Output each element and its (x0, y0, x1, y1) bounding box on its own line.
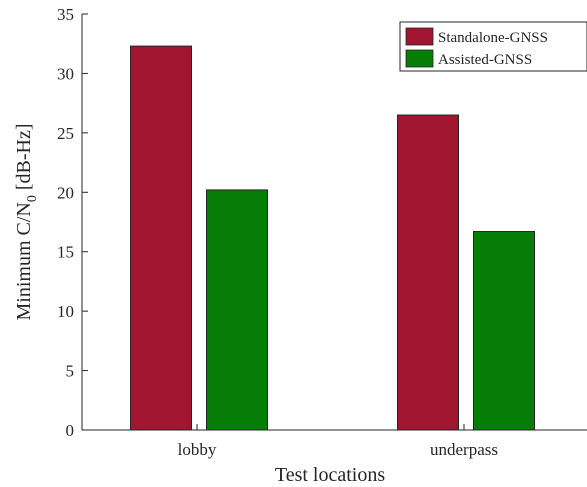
legend-swatch-assisted (405, 49, 434, 68)
y-tick-label: 35 (57, 5, 74, 24)
y-tick-label: 25 (57, 124, 74, 143)
y-tick-label: 5 (66, 362, 75, 381)
bar-underpass-standalone (397, 114, 459, 431)
y-axis-title-subscript: 0 (25, 195, 40, 202)
y-ticks: 0 5 10 15 20 25 30 35 (57, 5, 88, 440)
legend: Standalone-GNSS Assisted-GNSS (399, 21, 587, 72)
bar-lobby-assisted (206, 189, 268, 431)
y-axis-title: Minimum C/N0 [dB-Hz] (13, 124, 40, 321)
bars (130, 45, 535, 431)
legend-label-assisted: Assisted-GNSS (438, 52, 532, 68)
x-ticks: lobby underpass (178, 424, 498, 459)
y-tick-label: 0 (66, 421, 75, 440)
x-axis-title: Test locations (275, 464, 385, 486)
legend-label-standalone: Standalone-GNSS (438, 30, 548, 46)
bar-lobby-standalone (130, 45, 192, 431)
y-tick-label: 30 (57, 64, 74, 83)
legend-swatch-standalone (405, 27, 434, 46)
y-tick-label: 20 (57, 183, 74, 202)
y-tick-label: 10 (57, 302, 74, 321)
bar-underpass-assisted (473, 231, 535, 431)
x-tick-label-underpass: underpass (430, 440, 498, 459)
y-axis-title-prefix: Minimum C/N (13, 202, 35, 320)
x-tick-label-lobby: lobby (178, 440, 217, 459)
y-axis-title-suffix: [dB-Hz] (13, 124, 35, 196)
y-tick-label: 15 (57, 243, 74, 262)
